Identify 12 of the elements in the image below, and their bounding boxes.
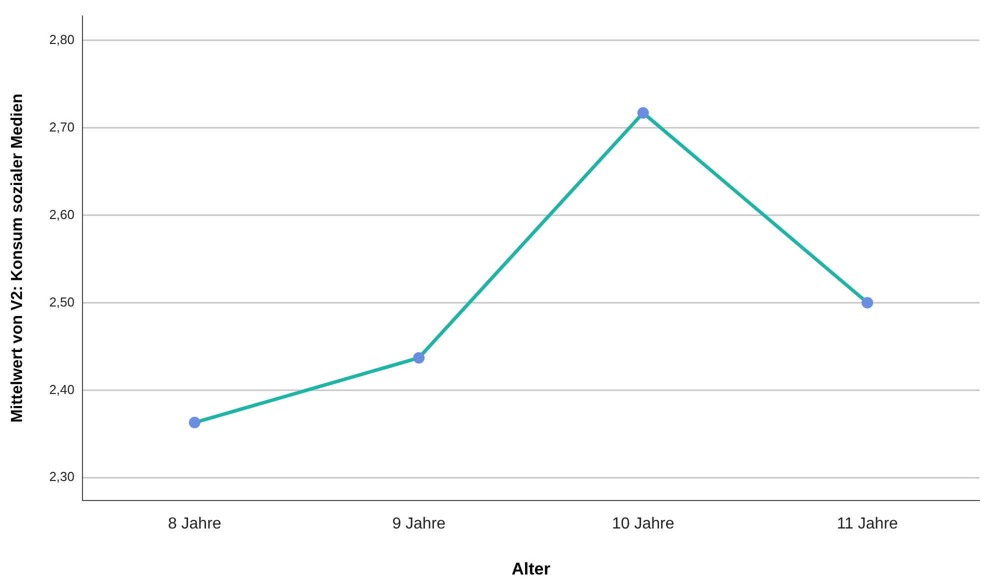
x-tick-label: 9 Jahre (392, 515, 446, 532)
y-tick-label: 2,80 (49, 32, 74, 47)
y-tick-label: 2,40 (49, 382, 74, 397)
y-axis-title: Mittelwert von V2: Konsum sozialer Medien (9, 94, 26, 423)
y-tick-label: 2,70 (49, 119, 74, 134)
y-tick-label: 2,50 (49, 294, 74, 310)
x-axis-title: Alter (512, 559, 551, 578)
y-tick-label: 2,30 (49, 469, 74, 484)
y-tick-label: 2,60 (49, 206, 74, 222)
x-tick-label: 10 Jahre (612, 515, 674, 532)
x-tick-label: 8 Jahre (168, 515, 222, 532)
x-tick-label: 11 Jahre (836, 515, 898, 532)
